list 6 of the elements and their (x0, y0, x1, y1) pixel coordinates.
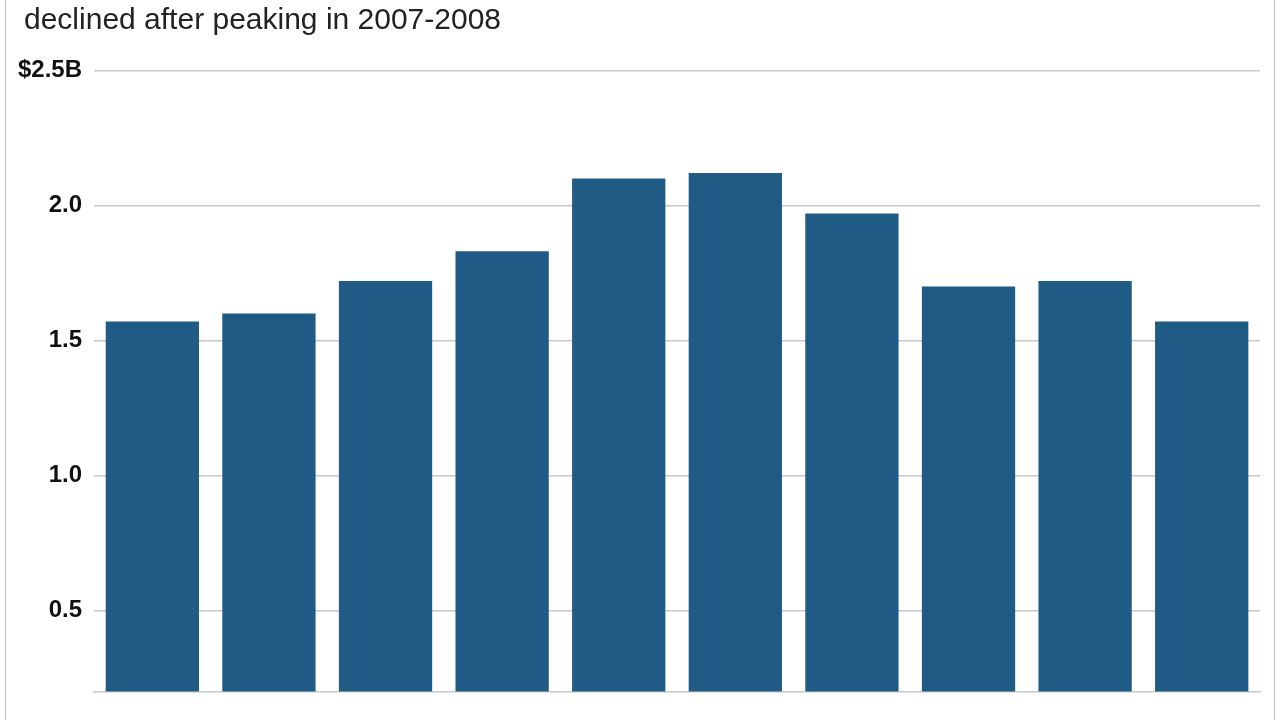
y-tick-label: $2.5B (18, 55, 83, 83)
y-tick-label: 1.0 (48, 460, 83, 488)
chart-title: declined after peaking in 2007-2008 (24, 2, 502, 36)
y-tick-label: 1.5 (48, 325, 83, 353)
y-tick-label: 0.5 (48, 595, 83, 623)
y-tick-label: 2.0 (48, 190, 83, 218)
